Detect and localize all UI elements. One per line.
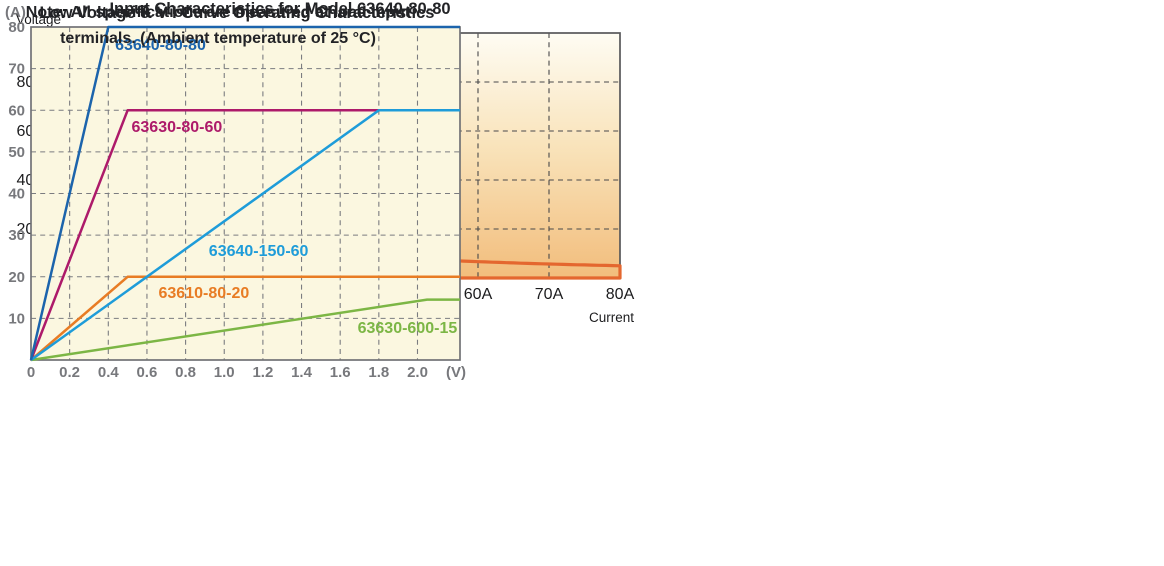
x-tick-label: 60A — [464, 286, 493, 303]
x-tick-label: 1.4 — [291, 364, 313, 381]
y-axis-unit: (A) — [5, 4, 26, 21]
x-tick-label: 1.0 — [214, 364, 235, 381]
x-tick-label: 80A — [606, 286, 635, 303]
y-tick-label: 80 — [8, 19, 25, 36]
y-tick-label: 20 — [8, 269, 25, 286]
y-tick-label: 30 — [8, 227, 25, 244]
series-label-63640-80-80: 63640-80-80 — [115, 37, 206, 54]
x-tick-label: 0 — [27, 364, 35, 381]
x-tick-label: 2.0 — [407, 364, 428, 381]
series-line-63610-80-20 — [30, 275, 460, 361]
y-axis-title: Voltage — [16, 12, 61, 27]
series-label-63630-600-15: 63630-600-15 — [358, 320, 458, 337]
x-tick-label: 0.8 — [175, 364, 196, 381]
left-chart-caption: Input Characteristics for Model 63640-80… — [109, 0, 451, 18]
y-tick-label: 60 — [8, 102, 25, 119]
series-line-63630-600-15 — [30, 298, 460, 362]
x-tick-label: 0.6 — [136, 364, 157, 381]
x-axis-unit: (V) — [446, 364, 466, 381]
x-tick-label: 70A — [535, 286, 564, 303]
y-tick-label: 10 — [8, 310, 25, 327]
x-tick-label: 1.2 — [252, 364, 273, 381]
series-line-63640-150-60 — [30, 109, 460, 362]
series-label-63610-80-20: 63610-80-20 — [159, 285, 250, 302]
vi-curve-chart: 63630-600-15 63610-80-20 63630-80-60 63640-… — [5, 4, 466, 381]
x-tick-label: 1.8 — [368, 364, 389, 381]
series-line-63630-80-60 — [29, 109, 460, 361]
x-tick-label: 1.6 — [330, 364, 351, 381]
series-label-63630-80-60: 63630-80-60 — [132, 119, 223, 136]
x-tick-label: 0.4 — [98, 364, 120, 381]
x-tick-label: 0.2 — [59, 364, 80, 381]
right-chart-note: Note: All specifications are measured at… — [25, 4, 411, 47]
x-axis-title: Current — [589, 310, 634, 325]
series-label-63640-150-60: 63640-150-60 — [209, 243, 309, 260]
y-tick-label: 40 — [8, 186, 25, 203]
series-line-63640-80-80 — [29, 25, 460, 361]
y-tick-label: 50 — [8, 144, 25, 161]
y-tick-label: 70 — [8, 61, 25, 78]
right-chart-title-line1: Low Voltage & V-I Curve Operating Charac… — [39, 4, 435, 22]
